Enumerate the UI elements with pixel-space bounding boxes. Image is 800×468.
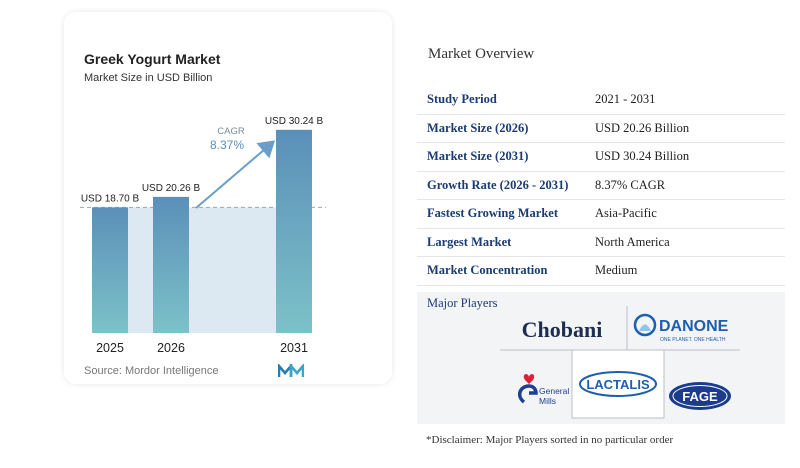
cagr-label: CAGR bbox=[217, 126, 245, 137]
bar-2031 bbox=[276, 129, 312, 333]
row-label: Fastest Growing Market bbox=[427, 206, 558, 221]
overview-row: Largest Market North America bbox=[417, 229, 785, 257]
row-label: Market Size (2031) bbox=[427, 149, 529, 164]
row-value: USD 20.26 Billion bbox=[595, 120, 690, 135]
row-value: 8.37% CAGR bbox=[595, 177, 666, 192]
row-value: Asia-Pacific bbox=[595, 206, 657, 221]
cagr-value: 8.37% bbox=[210, 138, 244, 152]
row-label: Study Period bbox=[427, 92, 497, 107]
chart-title: Greek Yogurt Market bbox=[84, 51, 221, 67]
x-tick-label: 2026 bbox=[157, 341, 185, 355]
row-label: Largest Market bbox=[427, 234, 512, 249]
overview-row: Fastest Growing Market Asia-Pacific bbox=[417, 200, 785, 229]
overview-row: Study Period 2021 - 2031 bbox=[417, 86, 785, 115]
source-note: Source: Mordor Intelligence bbox=[84, 365, 219, 377]
overview-title: Market Overview bbox=[428, 46, 535, 62]
data-label: USD 30.24 B bbox=[265, 116, 324, 127]
row-value: Medium bbox=[595, 263, 638, 278]
row-value: 2021 - 2031 bbox=[595, 92, 656, 107]
bar-2026 bbox=[153, 196, 189, 333]
overview-row: Market Size (2031) USD 30.24 Billion bbox=[417, 143, 785, 172]
bar-chart: USD 18.70 B 2025 USD 20.26 B 2026 USD 30.24 … bbox=[80, 116, 326, 355]
reference-band bbox=[92, 207, 312, 333]
overview-table: Study Period 2021 - 2031 Market Size (202… bbox=[417, 86, 785, 286]
row-value: USD 30.24 Billion bbox=[595, 149, 690, 164]
bar-2025 bbox=[92, 207, 128, 333]
row-label: Market Concentration bbox=[427, 263, 548, 278]
data-label: USD 20.26 B bbox=[142, 183, 201, 194]
x-tick-label: 2031 bbox=[280, 341, 308, 355]
cagr-arrow bbox=[195, 140, 276, 209]
row-value: North America bbox=[595, 234, 670, 249]
data-label: USD 18.70 B bbox=[81, 193, 140, 204]
overview-row: Market Size (2026) USD 20.26 Billion bbox=[417, 115, 785, 143]
row-label: Growth Rate (2026 - 2031) bbox=[427, 177, 569, 192]
players-panel bbox=[417, 292, 785, 424]
overview-row: Growth Rate (2026 - 2031) 8.37% CAGR bbox=[417, 172, 785, 200]
disclaimer: *Disclaimer: Major Players sorted in no … bbox=[426, 434, 674, 446]
chart-subtitle: Market Size in USD Billion bbox=[84, 72, 213, 84]
mordor-logo-icon bbox=[278, 364, 304, 377]
x-tick-label: 2025 bbox=[96, 341, 124, 355]
overview-row: Market Concentration Medium bbox=[417, 257, 785, 286]
row-label: Market Size (2026) bbox=[427, 120, 529, 135]
players-title: Major Players bbox=[427, 296, 498, 310]
